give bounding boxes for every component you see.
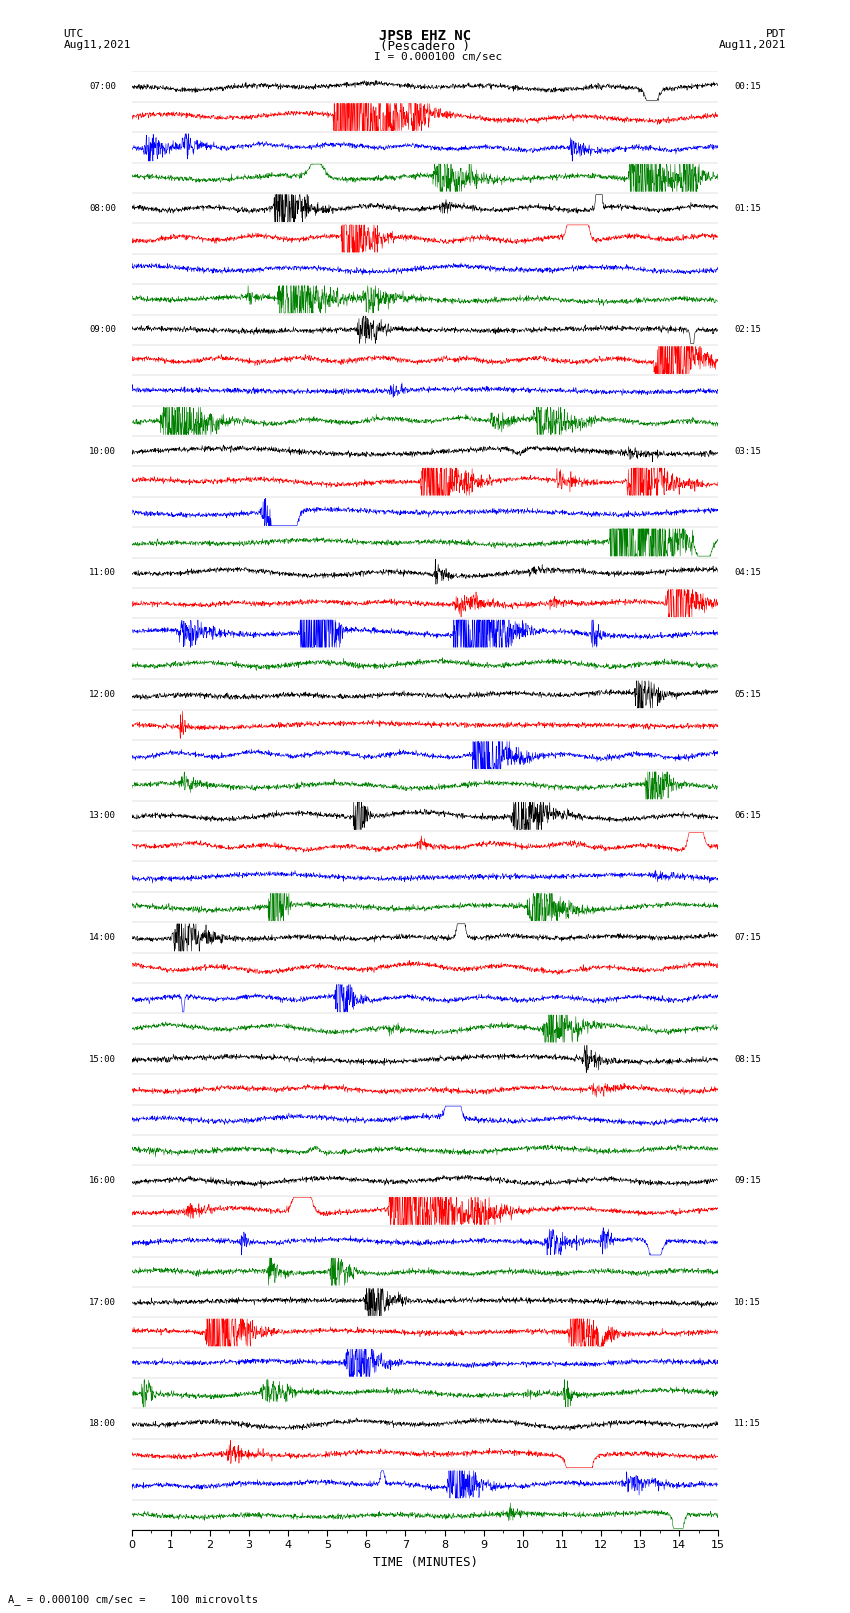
Text: 16:00: 16:00 xyxy=(89,1176,116,1186)
Text: 07:15: 07:15 xyxy=(734,932,761,942)
Text: I = 0.000100 cm/sec: I = 0.000100 cm/sec xyxy=(374,52,502,61)
Text: 02:15: 02:15 xyxy=(734,326,761,334)
Text: 10:15: 10:15 xyxy=(734,1297,761,1307)
Text: 15:00: 15:00 xyxy=(89,1055,116,1063)
Text: 09:15: 09:15 xyxy=(734,1176,761,1186)
Text: UTC: UTC xyxy=(64,29,84,39)
Text: 08:15: 08:15 xyxy=(734,1055,761,1063)
Text: 04:15: 04:15 xyxy=(734,568,761,577)
Text: 10:00: 10:00 xyxy=(89,447,116,456)
Text: 09:00: 09:00 xyxy=(89,326,116,334)
Text: 14:00: 14:00 xyxy=(89,932,116,942)
Text: 05:15: 05:15 xyxy=(734,690,761,698)
Text: 08:00: 08:00 xyxy=(89,203,116,213)
Text: 13:00: 13:00 xyxy=(89,811,116,821)
Text: 11:00: 11:00 xyxy=(89,568,116,577)
Text: Aug11,2021: Aug11,2021 xyxy=(64,40,131,50)
Text: (Pescadero ): (Pescadero ) xyxy=(380,40,470,53)
Text: 18:00: 18:00 xyxy=(89,1419,116,1428)
Text: A̲ = 0.000100 cm/sec =    100 microvolts: A̲ = 0.000100 cm/sec = 100 microvolts xyxy=(8,1594,258,1605)
Text: PDT: PDT xyxy=(766,29,786,39)
Text: 00:15: 00:15 xyxy=(734,82,761,92)
Text: 07:00: 07:00 xyxy=(89,82,116,92)
Text: 12:00: 12:00 xyxy=(89,690,116,698)
Text: 01:15: 01:15 xyxy=(734,203,761,213)
Text: 17:00: 17:00 xyxy=(89,1297,116,1307)
Text: 03:15: 03:15 xyxy=(734,447,761,456)
X-axis label: TIME (MINUTES): TIME (MINUTES) xyxy=(372,1557,478,1569)
Text: JPSB EHZ NC: JPSB EHZ NC xyxy=(379,29,471,44)
Text: 11:15: 11:15 xyxy=(734,1419,761,1428)
Text: 06:15: 06:15 xyxy=(734,811,761,821)
Text: Aug11,2021: Aug11,2021 xyxy=(719,40,786,50)
